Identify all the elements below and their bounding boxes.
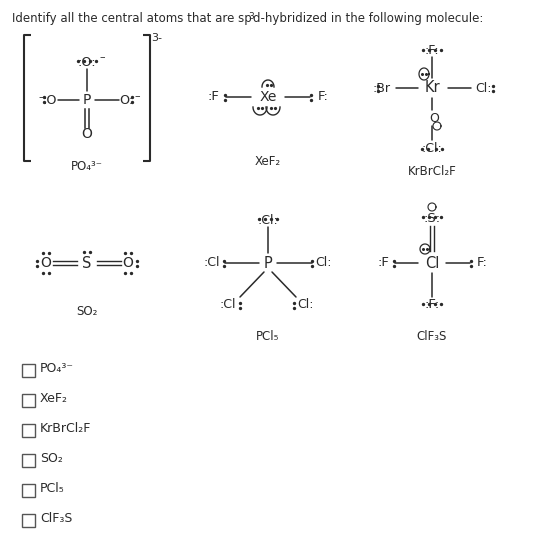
Text: O: O <box>429 112 439 124</box>
Text: PO₄³⁻: PO₄³⁻ <box>40 362 74 376</box>
Text: :Cl:: :Cl: <box>422 141 442 155</box>
Text: Cl: Cl <box>425 256 439 271</box>
Text: –: – <box>99 52 105 62</box>
Text: Cl:: Cl: <box>316 256 332 270</box>
Text: –: – <box>134 91 140 101</box>
Text: :F:: :F: <box>424 299 440 311</box>
Text: :O:: :O: <box>78 56 96 69</box>
Text: XeF₂: XeF₂ <box>255 155 281 168</box>
Text: ClF₃S: ClF₃S <box>40 513 72 525</box>
Text: –: – <box>38 92 44 102</box>
FancyBboxPatch shape <box>22 364 35 377</box>
Text: O:: O: <box>119 94 133 107</box>
Text: XeF₂: XeF₂ <box>40 393 68 405</box>
Text: PCl₅: PCl₅ <box>256 330 280 343</box>
Text: KrBrCl₂F: KrBrCl₂F <box>40 422 91 436</box>
Text: Identify all the central atoms that are sp: Identify all the central atoms that are … <box>12 12 252 25</box>
Text: 3-: 3- <box>151 33 162 43</box>
Text: d-hybridized in the following molecule:: d-hybridized in the following molecule: <box>253 12 484 25</box>
FancyBboxPatch shape <box>22 454 35 466</box>
Text: O: O <box>41 256 51 270</box>
Text: P: P <box>264 256 272 271</box>
Text: KrBrCl₂F: KrBrCl₂F <box>408 165 456 178</box>
Text: :F:: :F: <box>425 43 439 57</box>
Text: :Br: :Br <box>373 81 391 95</box>
Text: P: P <box>83 93 91 107</box>
Text: O: O <box>81 127 93 141</box>
FancyBboxPatch shape <box>22 424 35 437</box>
Text: :Cl:: :Cl: <box>258 213 278 227</box>
Text: Cl:: Cl: <box>475 81 491 95</box>
Text: Cl:: Cl: <box>298 299 314 311</box>
Text: Xe: Xe <box>259 90 277 104</box>
Text: ClF₃S: ClF₃S <box>417 330 447 343</box>
Text: 3: 3 <box>248 12 254 21</box>
Text: :O: :O <box>43 94 57 107</box>
Text: O: O <box>123 256 133 270</box>
Text: PO₄³⁻: PO₄³⁻ <box>71 160 103 173</box>
FancyBboxPatch shape <box>22 483 35 497</box>
Text: F:: F: <box>318 91 328 103</box>
Text: :F: :F <box>207 91 219 103</box>
Text: :Cl: :Cl <box>204 256 220 270</box>
FancyBboxPatch shape <box>22 514 35 526</box>
FancyBboxPatch shape <box>22 393 35 406</box>
Text: Kr: Kr <box>424 80 440 96</box>
Text: PCl₅: PCl₅ <box>40 482 65 496</box>
Text: SO₂: SO₂ <box>77 305 98 318</box>
Text: S: S <box>82 256 91 271</box>
Text: :Cl: :Cl <box>220 299 236 311</box>
Text: :S:: :S: <box>423 212 440 224</box>
Text: F:: F: <box>477 256 487 270</box>
Text: :F: :F <box>377 256 389 270</box>
Text: SO₂: SO₂ <box>40 453 63 465</box>
